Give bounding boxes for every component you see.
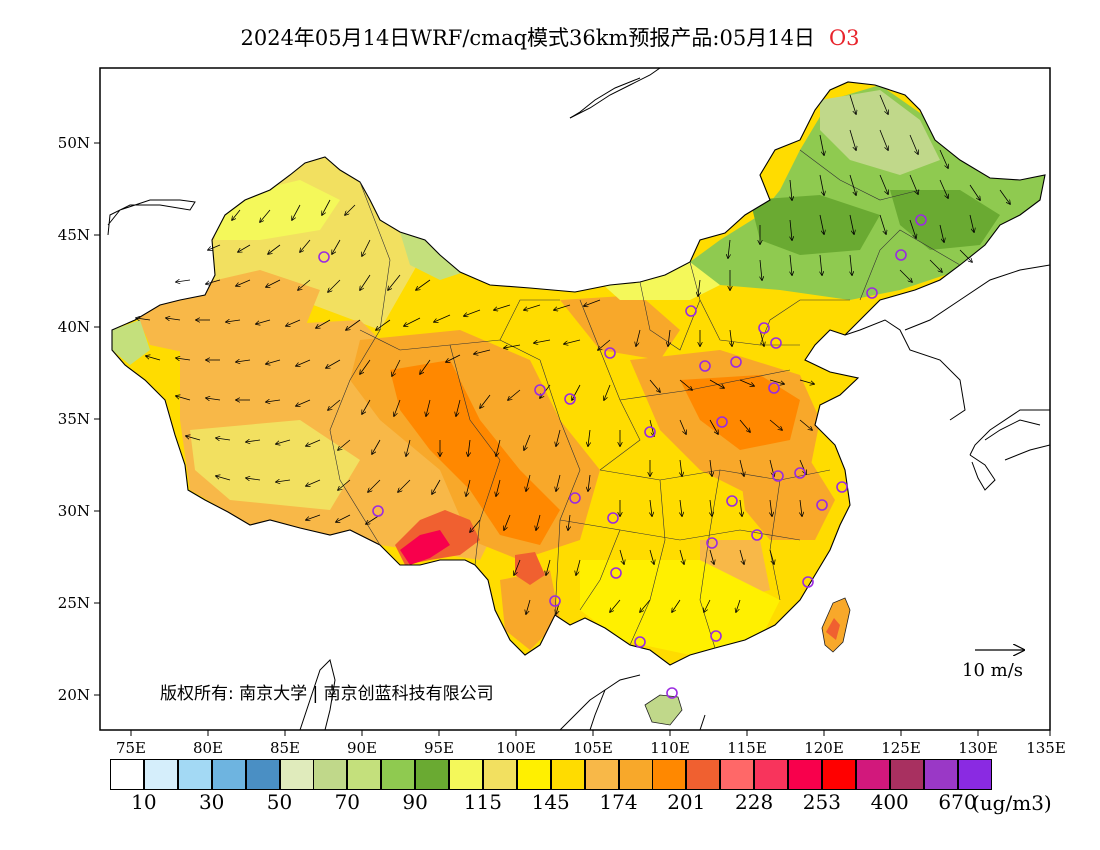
colorbar-label: 670 (938, 790, 977, 814)
china-border (111, 81, 1046, 666)
title-text: 2024年05月14日WRF/cmaq模式36km预报产品:05月14日 (240, 26, 815, 50)
colorbar-swatch (482, 759, 517, 790)
lat-tick: 40N (58, 318, 90, 336)
colorbar-units: (ug/m3) (972, 791, 1052, 815)
colorbar-label: 145 (531, 790, 570, 814)
lat-tick: 25N (58, 594, 90, 612)
coastlines (107, 68, 1050, 730)
axis-ticks (94, 142, 1051, 736)
colorbar-swatch (923, 759, 958, 790)
colorbar-swatch (686, 759, 721, 790)
lon-tick: 80E (193, 739, 223, 757)
colorbar-swatch (584, 759, 619, 790)
colorbar-label: 400 (870, 790, 909, 814)
city-markers (318, 214, 927, 699)
lon-tick: 135E (1026, 739, 1066, 757)
colorbar-swatch (821, 759, 856, 790)
lat-tick: 45N (58, 226, 90, 244)
lon-tick: 105E (573, 739, 613, 757)
colorbar-swatch (381, 759, 416, 790)
colorbar-label: 228 (735, 790, 774, 814)
colorbar-swatch (550, 759, 585, 790)
hainan-island (644, 694, 683, 726)
colorbar-swatch (245, 759, 280, 790)
colorbar-label: 174 (599, 790, 638, 814)
colorbar-label: 115 (463, 790, 502, 814)
colorbar-swatch (415, 759, 450, 790)
colorbar-label: 30 (198, 790, 225, 814)
province-boundaries (329, 149, 961, 649)
colorbar-swatch (143, 759, 178, 790)
lat-tick: 50N (58, 134, 90, 152)
colorbar-swatch (618, 759, 653, 790)
taiwan-hotspot (826, 618, 840, 640)
colorbar-label: 10 (131, 790, 157, 814)
colorbar-swatch (720, 759, 755, 790)
colorbar-label: 50 (266, 790, 293, 814)
lon-tick: 90E (347, 739, 377, 757)
colorbar-swatch (889, 759, 924, 790)
colorbar-swatch (754, 759, 789, 790)
lon-tick: 95E (424, 739, 454, 757)
colorbar-swatch (313, 759, 348, 790)
colorbar-swatch (957, 759, 992, 790)
colorbar-label: 90 (402, 790, 428, 814)
lat-tick: 35N (58, 410, 90, 428)
colorbar-swatch (211, 759, 246, 790)
longitude-labels: 75E 80E 85E 90E 95E 100E 105E 110E 115E … (116, 739, 1066, 757)
lon-tick: 120E (804, 739, 844, 757)
colorbar-label: 201 (667, 790, 706, 814)
lon-tick: 110E (650, 739, 690, 757)
lon-tick: 115E (727, 739, 767, 757)
colorbar-label: 253 (802, 790, 841, 814)
colorbar-swatch (110, 759, 144, 790)
colorbar-swatch (855, 759, 890, 790)
colorbar-swatch (652, 759, 687, 790)
lon-tick: 130E (958, 739, 998, 757)
colorbar-swatch (177, 759, 212, 790)
colorbar-swatch (516, 759, 551, 790)
colorbar-label: 70 (334, 790, 361, 814)
lon-tick: 100E (496, 739, 536, 757)
latitude-labels: 50N 45N 40N 35N 30N 25N 20N (58, 134, 90, 704)
colorbar-swatch (347, 759, 382, 790)
lon-tick: 75E (116, 739, 146, 757)
lon-tick: 125E (881, 739, 921, 757)
pollutant-label: O3 (828, 26, 860, 50)
colorbar-swatch (788, 759, 822, 790)
colorbar-swatch (279, 759, 314, 790)
wind-vectors (136, 94, 1010, 614)
map-title: 2024年05月14日WRF/cmaq模式36km预报产品:05月14日 O3 (0, 22, 1100, 52)
colorbar-swatch (449, 759, 483, 790)
wind-reference-label: 10 m/s (962, 660, 1023, 681)
lon-tick: 85E (270, 739, 300, 757)
lat-tick: 20N (58, 686, 90, 704)
lat-tick: 30N (58, 502, 90, 520)
copyright-text: 版权所有: 南京大学 | 南京创蓝科技有限公司 (160, 684, 494, 704)
